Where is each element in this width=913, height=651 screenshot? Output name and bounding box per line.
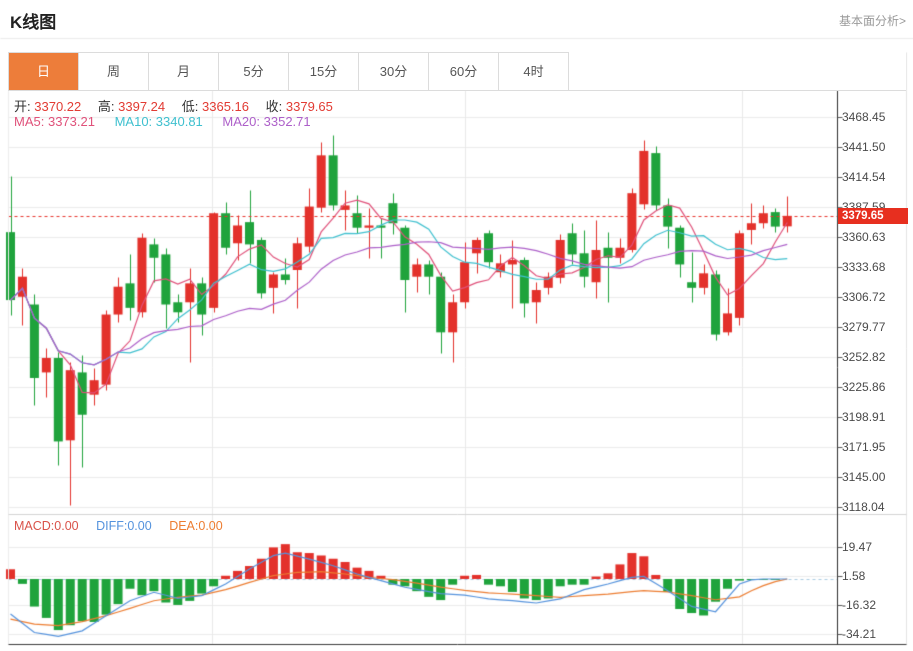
tab-30min[interactable]: 30分	[359, 53, 429, 90]
price-axis-label: 3279.77	[842, 320, 886, 335]
page-title: K线图	[10, 13, 57, 32]
macd-legend: MACD:0.00 DIFF:0.00 DEA:0.00	[14, 519, 223, 533]
price-axis-label: 3171.95	[842, 440, 886, 455]
ma10-label: MA10:	[114, 114, 153, 129]
macd-axis-label: -16.32	[842, 598, 877, 613]
price-axis-label: 3252.82	[842, 350, 886, 365]
price-axis-label: 3360.63	[842, 230, 886, 245]
macd-axis-label: 19.47	[842, 540, 873, 555]
open-value: 3370.22	[34, 99, 82, 114]
high-value: 3397.24	[118, 99, 166, 114]
ma20-label: MA20:	[222, 114, 260, 129]
fundamental-analysis-link[interactable]: 基本面分析>	[838, 14, 906, 28]
price-axis-label: 3145.00	[842, 470, 886, 485]
diff-label: DIFF:	[96, 519, 128, 533]
macd-label: MACD:	[14, 519, 55, 533]
macd-axis-label: 1.58	[842, 569, 866, 584]
price-axis-label: 3414.54	[842, 170, 886, 184]
ma20-value: 3352.71	[263, 114, 311, 129]
macd-panel[interactable]	[8, 536, 837, 644]
macd-axis-label: -34.21	[842, 627, 877, 642]
main-chart-panel[interactable]	[8, 90, 837, 514]
macd-value: 0.00	[54, 519, 79, 533]
tab-4hour[interactable]: 4时	[499, 53, 569, 90]
price-axis-label: 3118.04	[842, 500, 885, 515]
ma5-label: MA5:	[14, 114, 45, 129]
period-tab-bar: 日周月 5分 15分 30分 60分 4时	[8, 52, 906, 91]
current-price-tag: 3379.65	[838, 208, 908, 224]
tab-day[interactable]: 日	[9, 53, 79, 90]
period-tabs: 日周月 5分 15分 30分 60分 4时	[8, 52, 569, 90]
low-label: 低:	[181, 99, 199, 114]
diff-value: 0.00	[127, 519, 152, 533]
tab-5min[interactable]: 5分	[219, 53, 289, 90]
price-axis-label: 3225.86	[842, 380, 886, 395]
price-axis-label: 3468.45	[842, 110, 886, 124]
tab-month[interactable]: 月	[149, 53, 219, 90]
price-axis-label: 3198.91	[842, 410, 886, 425]
ma5-value: 3373.21	[47, 114, 95, 129]
tab-15min[interactable]: 15分	[289, 53, 359, 90]
high-label: 高:	[97, 99, 115, 114]
ma10-value: 3340.81	[155, 114, 203, 129]
ma-legend: MA5: 3373.21 MA10: 3340.81 MA20: 3352.71	[14, 114, 311, 129]
price-axis-label: 3441.50	[842, 140, 886, 154]
tab-60min[interactable]: 60分	[429, 53, 499, 90]
dea-label: DEA:	[169, 519, 199, 533]
close-value: 3379.65	[285, 99, 333, 114]
open-label: 开:	[14, 99, 31, 114]
low-value: 3365.16	[202, 99, 249, 114]
price-axis-label: 3306.72	[842, 290, 886, 305]
tab-week[interactable]: 周	[79, 53, 149, 90]
ohlc-readout: 开: 3370.22 高: 3397.24 低: 3365.16 收: 3379…	[14, 96, 346, 115]
close-label: 收:	[265, 99, 283, 114]
dea-value: 0.00	[198, 519, 223, 533]
price-axis-label: 3333.68	[842, 260, 886, 275]
